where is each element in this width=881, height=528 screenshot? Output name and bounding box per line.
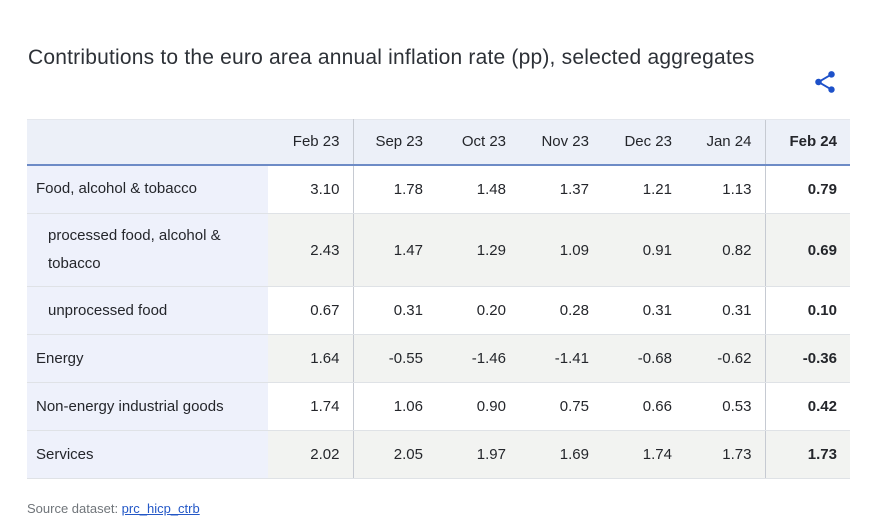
- value-cell: -0.68: [602, 334, 685, 383]
- header-cell-latest-period: Feb 24: [764, 119, 850, 166]
- value-cell: 1.73: [685, 430, 765, 479]
- value-cell: 1.21: [602, 164, 685, 214]
- value-cell: 1.74: [268, 382, 354, 431]
- row-label: unprocessed food: [27, 286, 268, 335]
- value-cell: -0.62: [685, 334, 765, 383]
- value-cell: 1.78: [353, 164, 436, 214]
- value-cell: 0.31: [353, 286, 436, 335]
- source-dataset-link[interactable]: prc_hicp_ctrb: [121, 501, 200, 516]
- table-row: unprocessed food 0.67 0.31 0.20 0.28 0.3…: [27, 286, 850, 335]
- header-row: Feb 23 Sep 23 Oct 23 Nov 23 Dec 23 Jan 2…: [27, 119, 850, 166]
- row-label: Non-energy industrial goods: [27, 382, 268, 431]
- value-cell: -1.46: [436, 334, 519, 383]
- value-cell: 0.31: [602, 286, 685, 335]
- row-label: Energy: [27, 334, 268, 383]
- value-cell: 0.67: [268, 286, 354, 335]
- value-cell: 1.37: [519, 164, 602, 214]
- value-cell: 1.13: [685, 164, 765, 214]
- header-cell-period: Oct 23: [436, 119, 519, 166]
- value-cell: 1.74: [602, 430, 685, 479]
- header-cell-period: Jan 24: [685, 119, 765, 166]
- header-cell-empty: [27, 119, 268, 166]
- row-label: processed food, alcohol & tobacco: [27, 213, 268, 287]
- page-title: Contributions to the euro area annual in…: [28, 46, 755, 70]
- header-cell-period: Feb 23: [268, 119, 354, 166]
- header-cell-period: Dec 23: [602, 119, 685, 166]
- value-cell: 2.02: [268, 430, 354, 479]
- value-cell-latest: 0.10: [764, 286, 850, 335]
- value-cell: 1.48: [436, 164, 519, 214]
- value-cell: 1.69: [519, 430, 602, 479]
- table-row: Energy 1.64 -0.55 -1.46 -1.41 -0.68 -0.6…: [27, 334, 850, 383]
- value-cell: 0.82: [685, 213, 765, 287]
- table-row: Food, alcohol & tobacco 3.10 1.78 1.48 1…: [27, 164, 850, 214]
- value-cell: 0.20: [436, 286, 519, 335]
- value-cell: 0.66: [602, 382, 685, 431]
- value-cell: 1.29: [436, 213, 519, 287]
- value-cell: 0.91: [602, 213, 685, 287]
- row-label: Food, alcohol & tobacco: [27, 164, 268, 214]
- value-cell: -1.41: [519, 334, 602, 383]
- value-cell: 1.09: [519, 213, 602, 287]
- value-cell-latest: 1.73: [764, 430, 850, 479]
- table-row: Services 2.02 2.05 1.97 1.69 1.74 1.73 1…: [27, 430, 850, 479]
- value-cell: 0.75: [519, 382, 602, 431]
- value-cell: 2.05: [353, 430, 436, 479]
- value-cell-latest: -0.36: [764, 334, 850, 383]
- value-cell: 0.53: [685, 382, 765, 431]
- value-cell: 1.64: [268, 334, 354, 383]
- header-cell-period: Sep 23: [353, 119, 436, 166]
- value-cell-latest: 0.42: [764, 382, 850, 431]
- value-cell-latest: 0.69: [764, 213, 850, 287]
- value-cell: 1.97: [436, 430, 519, 479]
- table-row: processed food, alcohol & tobacco 2.43 1…: [27, 213, 850, 287]
- inflation-contributions-table: Feb 23 Sep 23 Oct 23 Nov 23 Dec 23 Jan 2…: [27, 119, 850, 479]
- value-cell: -0.55: [353, 334, 436, 383]
- value-cell: 1.47: [353, 213, 436, 287]
- row-label: Services: [27, 430, 268, 479]
- value-cell: 1.06: [353, 382, 436, 431]
- header-cell-period: Nov 23: [519, 119, 602, 166]
- table-row: Non-energy industrial goods 1.74 1.06 0.…: [27, 382, 850, 431]
- value-cell: 0.90: [436, 382, 519, 431]
- value-cell: 3.10: [268, 164, 354, 214]
- share-button[interactable]: [809, 66, 841, 98]
- value-cell: 0.28: [519, 286, 602, 335]
- share-icon: [812, 69, 838, 95]
- source-dataset-note: Source dataset: prc_hicp_ctrb: [27, 501, 200, 516]
- value-cell-latest: 0.79: [764, 164, 850, 214]
- source-dataset-label: Source dataset:: [27, 501, 122, 516]
- value-cell: 0.31: [685, 286, 765, 335]
- value-cell: 2.43: [268, 213, 354, 287]
